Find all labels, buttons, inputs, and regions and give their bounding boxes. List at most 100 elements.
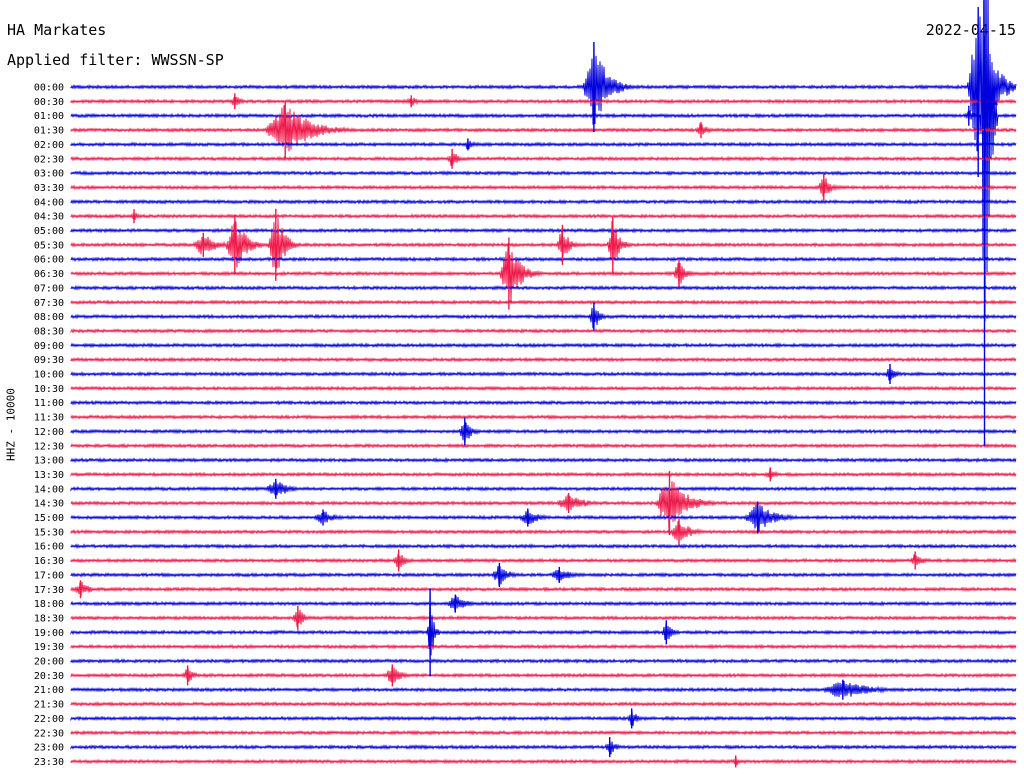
row-time-label: 05:00 bbox=[34, 226, 64, 237]
row-time-label: 12:30 bbox=[34, 441, 64, 452]
trace-line bbox=[70, 414, 1017, 421]
trace-line bbox=[70, 385, 1017, 392]
row-time-label: 14:30 bbox=[34, 499, 64, 510]
trace-line bbox=[70, 14, 1017, 152]
trace-line bbox=[70, 299, 1017, 306]
row-time-label: 23:00 bbox=[34, 743, 64, 754]
row-time-label: 15:30 bbox=[34, 527, 64, 538]
station-title: HA Markates bbox=[7, 21, 107, 39]
trace-line bbox=[70, 701, 1017, 708]
row-time-label: 09:00 bbox=[34, 341, 64, 352]
row-time-label: 20:30 bbox=[34, 671, 64, 682]
trace-line bbox=[70, 595, 1017, 613]
row-time-label: 07:30 bbox=[34, 298, 64, 309]
trace-line bbox=[70, 521, 1017, 541]
trace-line bbox=[70, 609, 1017, 627]
row-time-label: 07:00 bbox=[34, 283, 64, 294]
row-time-label: 11:30 bbox=[34, 413, 64, 424]
row-time-label: 05:30 bbox=[34, 240, 64, 251]
trace-line bbox=[70, 211, 1017, 220]
filter-label: Applied filter: WWSSN-SP bbox=[7, 51, 224, 69]
row-time-label: 06:00 bbox=[34, 255, 64, 266]
row-time-label: 09:30 bbox=[34, 355, 64, 366]
trace-line bbox=[70, 198, 1017, 205]
trace-line bbox=[70, 711, 1017, 726]
row-time-label: 08:00 bbox=[34, 312, 64, 323]
trace-line bbox=[70, 152, 1017, 167]
row-time-label: 19:00 bbox=[34, 628, 64, 639]
row-time-label: 23:30 bbox=[34, 757, 64, 768]
trace-line bbox=[70, 342, 1017, 349]
row-time-label: 10:00 bbox=[34, 370, 64, 381]
row-time-label: 02:00 bbox=[34, 140, 64, 151]
row-time-label: 04:30 bbox=[34, 212, 64, 223]
row-time-label: 00:00 bbox=[34, 83, 64, 94]
row-time-label: 13:30 bbox=[34, 470, 64, 481]
trace-line bbox=[70, 327, 1017, 334]
trace-line bbox=[70, 554, 1017, 569]
row-time-label: 11:00 bbox=[34, 398, 64, 409]
trace-line bbox=[70, 0, 1017, 322]
row-time-label: 21:00 bbox=[34, 685, 64, 696]
trace-line bbox=[70, 217, 1017, 269]
trace-line bbox=[70, 543, 1017, 550]
trace-line bbox=[70, 284, 1017, 291]
trace-line bbox=[70, 667, 1017, 683]
row-time-label: 12:00 bbox=[34, 427, 64, 438]
trace-line bbox=[70, 105, 1017, 152]
trace-line bbox=[70, 227, 1017, 234]
row-time-label: 16:00 bbox=[34, 542, 64, 553]
trace-line bbox=[70, 256, 1017, 263]
trace-line bbox=[70, 442, 1017, 449]
row-time-label: 16:30 bbox=[34, 556, 64, 567]
trace-line bbox=[70, 729, 1017, 736]
row-time-label: 13:00 bbox=[34, 456, 64, 467]
trace-line bbox=[70, 170, 1017, 177]
row-time-label: 20:00 bbox=[34, 657, 64, 668]
trace-line bbox=[70, 741, 1017, 755]
row-time-label: 17:30 bbox=[34, 585, 64, 596]
trace-line bbox=[70, 757, 1017, 766]
trace-line bbox=[70, 504, 1017, 533]
trace-line bbox=[70, 566, 1017, 586]
trace-line bbox=[70, 177, 1017, 197]
row-time-label: 22:00 bbox=[34, 714, 64, 725]
row-time-label: 19:30 bbox=[34, 642, 64, 653]
row-time-label: 18:00 bbox=[34, 599, 64, 610]
row-time-label: 01:00 bbox=[34, 111, 64, 122]
trace-line bbox=[70, 480, 1017, 496]
row-time-label: 08:30 bbox=[34, 326, 64, 337]
trace-line bbox=[70, 367, 1017, 381]
row-time-label: 00:30 bbox=[34, 97, 64, 108]
row-time-label: 15:00 bbox=[34, 513, 64, 524]
row-time-label: 21:30 bbox=[34, 700, 64, 711]
row-time-label: 04:00 bbox=[34, 197, 64, 208]
row-time-label: 03:30 bbox=[34, 183, 64, 194]
row-time-label: 22:30 bbox=[34, 728, 64, 739]
trace-line bbox=[70, 307, 1017, 329]
row-time-label: 10:30 bbox=[34, 384, 64, 395]
row-time-label: 14:00 bbox=[34, 484, 64, 495]
trace-line bbox=[70, 481, 1017, 534]
row-time-label: 03:00 bbox=[34, 169, 64, 180]
trace-line bbox=[70, 680, 1017, 698]
trace-line bbox=[70, 643, 1017, 650]
row-time-label: 01:30 bbox=[34, 126, 64, 137]
trace-line bbox=[70, 593, 1017, 656]
trace-line bbox=[70, 581, 1017, 597]
trace-line bbox=[70, 356, 1017, 363]
trace-line bbox=[70, 658, 1017, 665]
trace-line bbox=[70, 244, 1017, 303]
row-time-label: 02:30 bbox=[34, 154, 64, 165]
row-time-label: 17:00 bbox=[34, 570, 64, 581]
trace-line bbox=[70, 96, 1017, 108]
trace-line bbox=[70, 468, 1017, 479]
row-time-label: 06:30 bbox=[34, 269, 64, 280]
trace-line bbox=[70, 422, 1017, 445]
trace-line bbox=[70, 399, 1017, 406]
row-time-label: 18:30 bbox=[34, 613, 64, 624]
trace-line bbox=[70, 457, 1017, 464]
trace-line bbox=[70, 140, 1017, 150]
date-label: 2022-04-15 bbox=[925, 21, 1016, 39]
